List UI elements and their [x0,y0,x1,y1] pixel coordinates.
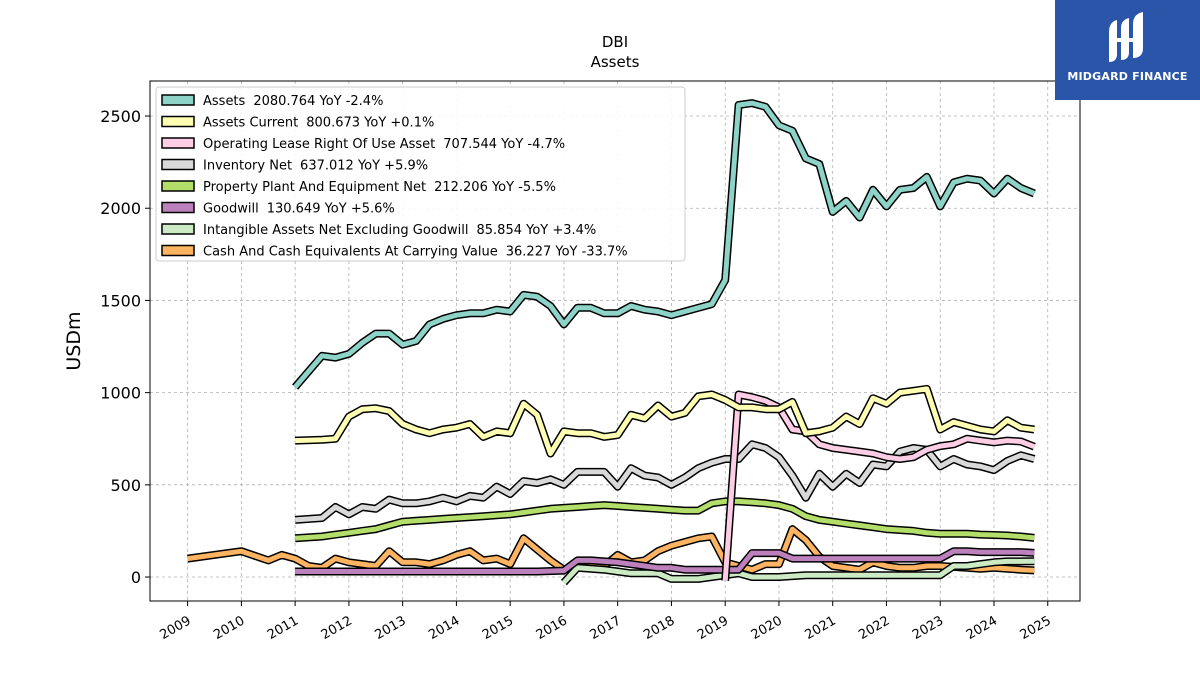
x-tick-label: 2018 [641,613,677,643]
series-line-fill [295,386,1035,456]
x-tick-label: 2019 [695,613,731,643]
x-tick-label: 2025 [1018,613,1054,643]
x-tick-label: 2009 [157,613,193,643]
legend-series-value: 212.206 YoY -5.5% [434,180,556,195]
x-tick-label: 2013 [372,613,408,643]
chart-subtitle: Assets [591,53,640,71]
series-line-fill [295,548,1035,574]
legend-entry: Assets 2080.764 YoY -2.4% [203,94,383,109]
legend-series-value: 2080.764 YoY -2.4% [253,94,383,109]
legend-swatch [161,201,195,214]
legend-entry: Operating Lease Right Of Use Asset 707.54… [203,137,565,152]
plot-frame [149,80,1081,602]
x-tick-label: 2024 [964,613,1000,643]
series-line [294,440,1036,524]
legend-swatch [161,115,195,128]
legend-series-value: 85.854 YoY +3.4% [477,223,597,238]
series-line-fill [294,441,1035,523]
legend-swatch [161,94,195,106]
legend-series-name: Inventory Net [203,159,292,174]
legend-entry: Property Plant And Equipment Net 212.206 … [203,180,556,195]
series-line-fill [294,498,1035,541]
legend-series-name: Goodwill [203,202,259,217]
y-axis-label: USDm [63,311,85,370]
y-axis: 0 500 1000 1500 2000 2500 [100,107,150,587]
series-layer [187,99,1036,586]
legend-swatch [161,137,195,149]
legend-swatch [161,223,195,235]
series-line [295,547,1035,576]
legend-series-name: Operating Lease Right Of Use Asset [203,137,435,152]
y-tick-label: 2500 [100,107,141,126]
legend-series-name: Cash And Cash Equivalents At Carrying Va… [203,245,498,260]
legend-series-value: 36.227 YoY -33.7% [506,245,628,260]
legend-entry: Intangible Assets Net Excluding Goodwill… [203,223,596,238]
x-tick-label: 2021 [803,613,839,643]
y-tick-label: 1000 [100,384,141,403]
y-tick-label: 1500 [100,291,141,310]
legend-series-value: 130.649 YoY +5.6% [267,202,395,217]
chart-title: DBI [602,33,628,51]
legend-series-name: Assets [203,94,246,109]
legend-entry: Goodwill 130.649 YoY +5.6% [203,202,395,217]
y-tick-label: 500 [110,476,141,495]
y-tick-label: 2000 [100,199,141,218]
legend-swatch [161,244,195,257]
midgard-finance-logo: MIDGARD FINANCE [1055,0,1200,100]
x-tick-label: 2022 [856,613,892,643]
series-line [560,557,1035,586]
series-line-fill [562,558,1035,585]
series-line [294,384,1035,458]
logo-mark-icon [1109,12,1143,62]
legend-series-name: Property Plant And Equipment Net [203,180,426,195]
legend-series-name: Intangible Assets Net Excluding Goodwill [203,223,469,238]
legend-swatch [161,180,195,192]
x-tick-label: 2011 [265,613,301,643]
y-tick-label: 0 [131,568,141,587]
legend-series-value: 707.544 YoY -4.7% [443,137,565,152]
series-line-fill [293,100,1036,389]
x-tick-label: 2023 [910,613,946,643]
legend-entry: Cash And Cash Equivalents At Carrying Va… [203,245,628,260]
legend-series-value: 637.012 YoY +5.9% [300,159,428,174]
legend-series-value: 800.673 YoY +0.1% [306,116,434,131]
x-tick-label: 2014 [426,613,462,643]
legend-entry: Inventory Net 637.012 YoY +5.9% [203,159,428,174]
x-tick-label: 2010 [211,613,247,643]
x-axis: 2009 2010 2011 2012 2013 2014 2015 2016 2017 2018… [157,601,1054,643]
x-tick-label: 2020 [749,613,785,643]
series-line [294,497,1035,543]
legend-swatch [161,158,195,171]
x-tick-label: 2012 [319,613,355,643]
legend-entry: Assets Current 800.673 YoY +0.1% [203,116,434,131]
x-tick-label: 2015 [480,613,516,643]
logo-text: MIDGARD FINANCE [1067,70,1188,83]
legend-box [155,86,686,262]
legend-series-name: Assets Current [203,116,298,131]
x-tick-label: 2016 [534,613,570,643]
x-tick-label: 2017 [588,613,624,643]
series-line [292,99,1036,390]
legend: Assets 2080.764 YoY -2.4% Assets Current 80… [155,86,686,262]
